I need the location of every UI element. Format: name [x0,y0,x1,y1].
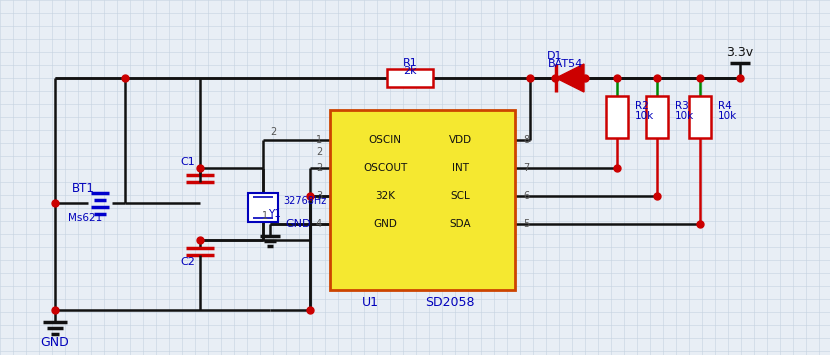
Text: R2: R2 [635,101,649,111]
Text: GND: GND [41,337,70,350]
Text: C2: C2 [180,257,195,267]
Text: 10k: 10k [635,111,654,121]
Bar [606,96,628,138]
Text: 8: 8 [523,135,530,145]
Text: BAT54: BAT54 [547,59,583,69]
Text: 4: 4 [316,219,322,229]
Text: 2k: 2k [403,66,417,76]
Bar [248,193,278,222]
Bar [646,96,668,138]
Text: U1: U1 [362,295,378,308]
Bar [689,96,711,138]
Text: 1: 1 [316,135,322,145]
Text: VDD: VDD [448,135,471,145]
Text: INT: INT [452,163,468,173]
Text: GND: GND [373,219,397,229]
Text: 10k: 10k [675,111,694,121]
Text: Y1: Y1 [268,209,281,219]
Text: SCL: SCL [450,191,470,201]
Text: OSCIN: OSCIN [369,135,402,145]
Text: 10k: 10k [718,111,737,121]
Text: D1: D1 [547,51,563,61]
Text: 5: 5 [523,219,530,229]
Text: Ms621: Ms621 [68,213,102,223]
Text: 32768Hz: 32768Hz [283,196,326,206]
Bar [330,110,515,290]
Bar [387,69,433,87]
Text: 3: 3 [316,191,322,201]
Text: R1: R1 [403,58,417,68]
Text: 3.3v: 3.3v [726,47,754,60]
Text: 32K: 32K [375,191,395,201]
Text: C1: C1 [180,157,195,167]
Text: R3: R3 [675,101,689,111]
Text: GND: GND [285,219,310,229]
Text: 2: 2 [270,127,276,137]
Text: 2: 2 [315,147,322,157]
Text: 2: 2 [315,163,322,173]
Polygon shape [556,64,584,92]
Text: 7: 7 [523,163,530,173]
Text: 6: 6 [523,191,530,201]
Text: OSCOUT: OSCOUT [363,163,408,173]
Text: 1: 1 [262,211,268,221]
Text: BT1: BT1 [72,181,95,195]
Text: R4: R4 [718,101,732,111]
Text: SD2058: SD2058 [425,295,475,308]
Text: SDA: SDA [449,219,471,229]
